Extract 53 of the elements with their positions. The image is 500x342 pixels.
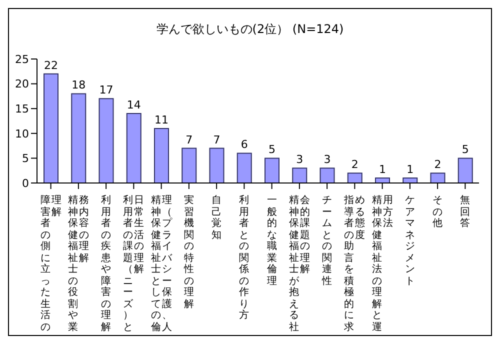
bar: [71, 93, 86, 183]
bar: [320, 168, 335, 183]
data-label: 6: [240, 138, 248, 152]
data-label: 2: [434, 158, 442, 172]
bar: [126, 113, 142, 183]
category-label: 利用者の疾患や障害の理解: [101, 195, 112, 332]
data-label: 5: [462, 143, 469, 156]
y-tick-label: 5: [22, 152, 29, 166]
x-tick-label: 無回答: [460, 195, 471, 231]
data-label: 1: [379, 163, 386, 176]
data-label: 1: [406, 163, 414, 176]
bar: [292, 168, 308, 183]
bar: [182, 148, 197, 183]
bar: [347, 172, 362, 183]
bar: [98, 98, 114, 183]
y-tick-label: 10: [15, 127, 29, 140]
chart-title: 学んで欲しいもの(2位） (N=124): [155, 21, 345, 38]
data-label: 3: [324, 153, 331, 166]
data-label: 17: [99, 84, 114, 97]
data-label: 3: [296, 153, 304, 166]
category-label: 精神保健福祉士としての倫理（プライバシー保護、人: [150, 195, 172, 332]
data-label: 18: [72, 78, 86, 92]
bar: [458, 158, 473, 183]
bar: [375, 178, 390, 183]
x-tick-label: ケアマネジメント: [404, 195, 416, 288]
data-label: 14: [126, 98, 141, 112]
y-tick-label: 0: [22, 176, 29, 190]
x-tick-label: チームとの関連性: [322, 195, 333, 288]
category-label: 利用者の課題（ニーズ）と日常生活の理解: [123, 195, 144, 332]
y-tick-label: 15: [15, 102, 29, 116]
category-label: 利用者との関係の作り方: [239, 195, 250, 321]
bar: [154, 128, 169, 183]
data-label: 7: [213, 133, 220, 146]
y-tick-label: 20: [15, 78, 29, 91]
data-label: 22: [44, 58, 58, 72]
category-label: 指導者の助言を積極的に求める態度: [344, 195, 366, 332]
data-label: 7: [186, 133, 193, 146]
bar: [430, 172, 446, 183]
category-label: 精神保健福祉士が抱える社会的課題の理解: [288, 195, 310, 332]
bar: [209, 148, 224, 183]
category-label: 精神保健福祉士の役割や業務内容の理解: [68, 195, 89, 332]
bar: [44, 73, 58, 183]
data-label: 5: [268, 143, 276, 156]
data-label: 2: [351, 158, 358, 172]
bar: [402, 178, 418, 183]
bar: [264, 158, 280, 183]
y-tick-label: 25: [15, 52, 29, 66]
category-label: 精神保健福祉法の理解と運用方法: [372, 195, 393, 332]
x-tick-label: 一般的な職業倫理: [266, 195, 278, 288]
bar: [236, 152, 252, 183]
x-tick-label: 自己覚知: [211, 195, 222, 242]
x-tick-label: その他: [432, 195, 444, 231]
data-label: 11: [154, 113, 168, 126]
